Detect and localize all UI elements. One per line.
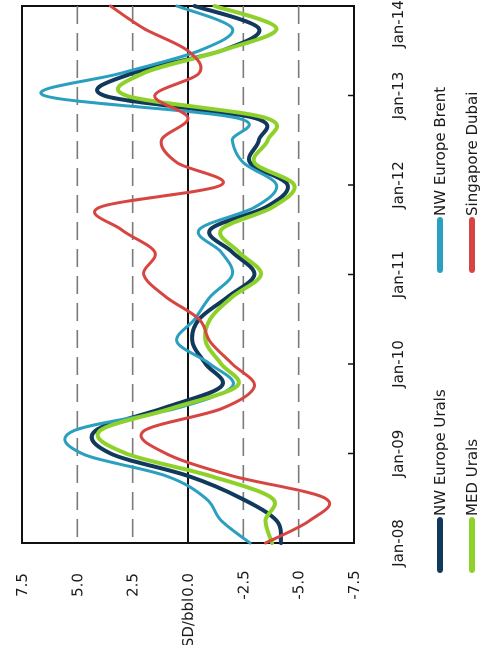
y-tick-label-0: 7.5	[13, 573, 31, 597]
x-tick-label-3: Jan-11	[389, 251, 407, 300]
y-tick-label-5: -5.0	[290, 570, 308, 599]
x-tick-label-4: Jan-12	[389, 161, 407, 210]
x-tick-label-1: Jan-09	[389, 430, 407, 479]
series-line-2	[95, 4, 297, 545]
x-tick-label-5: Jan-13	[389, 72, 407, 121]
y-tick-label-6: -7.5	[345, 570, 363, 599]
plot-area	[21, 4, 355, 545]
x-ticks	[348, 5, 354, 544]
legend-label-1: NW Europe Brent	[431, 87, 449, 216]
y-tick-label-4: -2.5	[234, 570, 252, 599]
legend: NW Europe Urals NW Europe Brent MED Urals S…	[431, 87, 481, 573]
y-tick-label-1: 5.0	[68, 573, 86, 597]
x-tick-label-0: Jan-08	[389, 519, 407, 568]
x-tick-label-6: Jan-14	[389, 0, 407, 49]
y-tick-labels: 7.5 5.0 2.5 0.0 -2.5 -5.0 -7.5	[13, 570, 363, 599]
y-axis-label: USD/bbl	[179, 598, 197, 645]
series-line-3	[93, 4, 332, 545]
x-tick-label-2: Jan-10	[389, 340, 407, 389]
y-tick-label-2: 2.5	[124, 573, 142, 597]
x-tick-labels: Jan-08 Jan-09 Jan-10 Jan-11 Jan-12 Jan-13 Jan-…	[389, 0, 407, 568]
legend-label-2: MED Urals	[463, 439, 481, 516]
series-line-1	[39, 4, 279, 545]
series-layer	[39, 4, 332, 545]
legend-label-3: Singapore Dubai	[463, 92, 481, 216]
y-tick-label-3: 0.0	[179, 573, 197, 597]
series-line-0	[89, 4, 290, 545]
legend-label-0: NW Europe Urals	[431, 389, 449, 516]
